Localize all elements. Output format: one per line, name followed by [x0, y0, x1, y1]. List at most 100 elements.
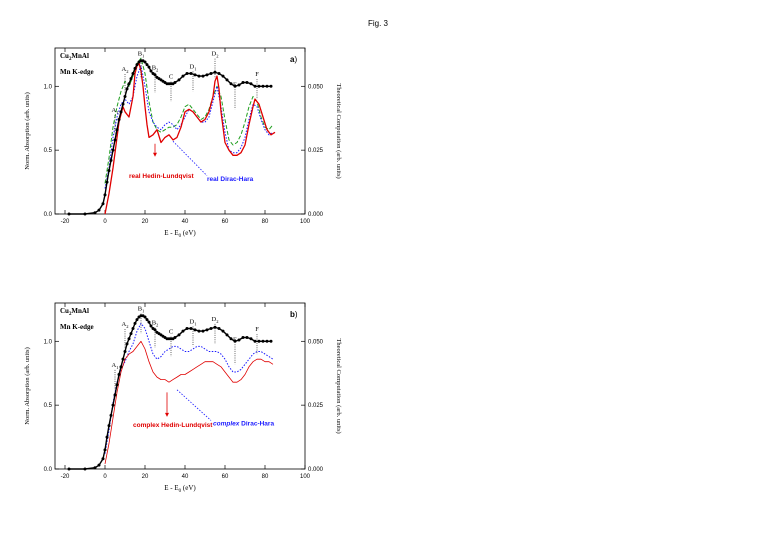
data-point-experiment — [145, 63, 149, 67]
data-point-experiment — [133, 66, 137, 70]
data-point-experiment — [125, 87, 129, 91]
data-point-experiment — [257, 339, 261, 343]
y-tick-label-right: 0.025 — [308, 148, 324, 154]
data-point-experiment — [257, 84, 261, 88]
annotation-arrowhead-red — [153, 152, 157, 157]
data-point-experiment — [217, 327, 221, 331]
data-point-experiment — [265, 84, 269, 88]
series-line-hedin-lundqvist — [104, 340, 274, 464]
peak-label: C — [169, 329, 173, 336]
data-point-experiment — [177, 333, 181, 337]
data-point-experiment — [107, 424, 111, 428]
data-point-experiment — [147, 65, 151, 69]
sample-label: Cu2MnAl — [60, 307, 89, 317]
data-point-experiment — [115, 128, 119, 132]
data-point-experiment — [229, 82, 233, 86]
data-point-experiment — [123, 350, 127, 354]
x-tick-label: 0 — [103, 219, 107, 225]
data-point-experiment — [83, 212, 87, 216]
data-point-experiment — [133, 321, 137, 325]
data-point-experiment — [269, 339, 273, 343]
data-point-experiment — [241, 335, 245, 339]
panel-b-chart: -20 0 20 40 60 80 100 0.0 0.5 1.0 0.000 0.025 0.050 E… — [24, 302, 342, 494]
data-point-experiment — [173, 335, 177, 339]
peak-label: D1 — [190, 318, 197, 326]
peak-label: D2 — [212, 316, 220, 324]
data-point-experiment — [249, 82, 253, 86]
x-axis-label: E - E0 (eV) — [164, 484, 196, 494]
annotation-dirac-hara: real Dirac-Hara — [207, 176, 254, 183]
data-point-experiment — [253, 84, 257, 88]
y-axis-label-right: Theoretical Computation (arb. units) — [335, 83, 342, 178]
data-point-experiment — [261, 339, 265, 343]
data-point-experiment — [201, 329, 205, 333]
y-axis-label-right: Theoretical Computation (arb. units) — [335, 338, 342, 433]
data-point-experiment — [111, 148, 115, 152]
data-point-experiment — [193, 328, 197, 332]
data-point-experiment — [197, 74, 201, 78]
data-point-experiment — [265, 339, 269, 343]
panel-label: a) — [290, 55, 297, 64]
data-point-experiment — [97, 208, 101, 212]
x-tick-label: 60 — [222, 474, 229, 480]
y-tick-label-right: 0.025 — [308, 403, 324, 409]
data-point-experiment — [131, 327, 135, 331]
data-point-experiment — [233, 339, 237, 343]
data-point-experiment — [97, 463, 101, 467]
plot-frame — [54, 47, 306, 215]
data-point-experiment — [117, 373, 121, 377]
data-point-experiment — [249, 337, 253, 341]
data-point-experiment — [233, 84, 237, 88]
panel-label: b) — [290, 310, 298, 319]
x-tick-label: 80 — [262, 219, 269, 225]
y-tick-label-left: 0.5 — [44, 148, 53, 154]
y-tick-label-left: 0.5 — [44, 403, 53, 409]
data-point-experiment — [237, 338, 241, 342]
y-tick-label-left: 0.0 — [44, 212, 53, 218]
data-point-experiment — [135, 318, 139, 322]
y-axis-label-left: Norm. Absorption (arb. units) — [24, 347, 31, 424]
peak-label: B1 — [138, 51, 145, 59]
data-point-experiment — [261, 84, 265, 88]
data-point-experiment — [193, 73, 197, 77]
x-tick-label: -20 — [61, 474, 70, 480]
data-point-experiment — [67, 467, 71, 471]
data-point-experiment — [135, 63, 139, 67]
data-point-experiment — [149, 69, 153, 73]
peak-label: A1 — [112, 362, 119, 370]
x-tick-label: -20 — [61, 219, 70, 225]
data-point-experiment — [131, 72, 135, 76]
series-line-dirac-hara — [104, 322, 274, 454]
data-point-experiment — [115, 383, 119, 387]
data-point-experiment — [107, 169, 111, 173]
panel-a-chart: -20 0 20 40 60 80 100 0.0 0.5 1.0 0.000 0.025 0.050 E… — [24, 47, 342, 239]
data-point-experiment — [127, 337, 131, 341]
data-point-experiment — [121, 102, 125, 106]
peak-label: A1 — [112, 107, 119, 115]
y-tick-label-right: 0.050 — [308, 339, 324, 345]
data-point-experiment — [125, 342, 129, 346]
data-point-experiment — [101, 202, 105, 206]
data-point-experiment — [245, 80, 249, 84]
edge-label: Mn K-edge — [60, 68, 94, 76]
data-point-experiment — [241, 80, 245, 84]
data-point-experiment — [119, 110, 123, 114]
annotation-dirac-hara: complex Dirac-Hara — [213, 421, 274, 428]
annotation-line-blue — [172, 140, 208, 176]
peak-label: B2 — [152, 320, 159, 328]
data-point-experiment — [127, 82, 131, 86]
data-point-experiment — [109, 413, 113, 417]
x-tick-label: 20 — [142, 474, 149, 480]
data-point-experiment — [143, 60, 147, 64]
y-tick-label-left: 0.0 — [44, 467, 53, 473]
peak-label: D1 — [190, 63, 197, 71]
x-tick-label: 100 — [300, 219, 311, 225]
x-tick-label: 100 — [300, 474, 311, 480]
annotation-line-blue — [176, 389, 212, 421]
data-point-experiment — [209, 72, 213, 76]
data-point-experiment — [113, 138, 117, 142]
data-point-experiment — [205, 328, 209, 332]
peak-label: A2 — [122, 321, 130, 329]
data-point-experiment — [217, 72, 221, 76]
